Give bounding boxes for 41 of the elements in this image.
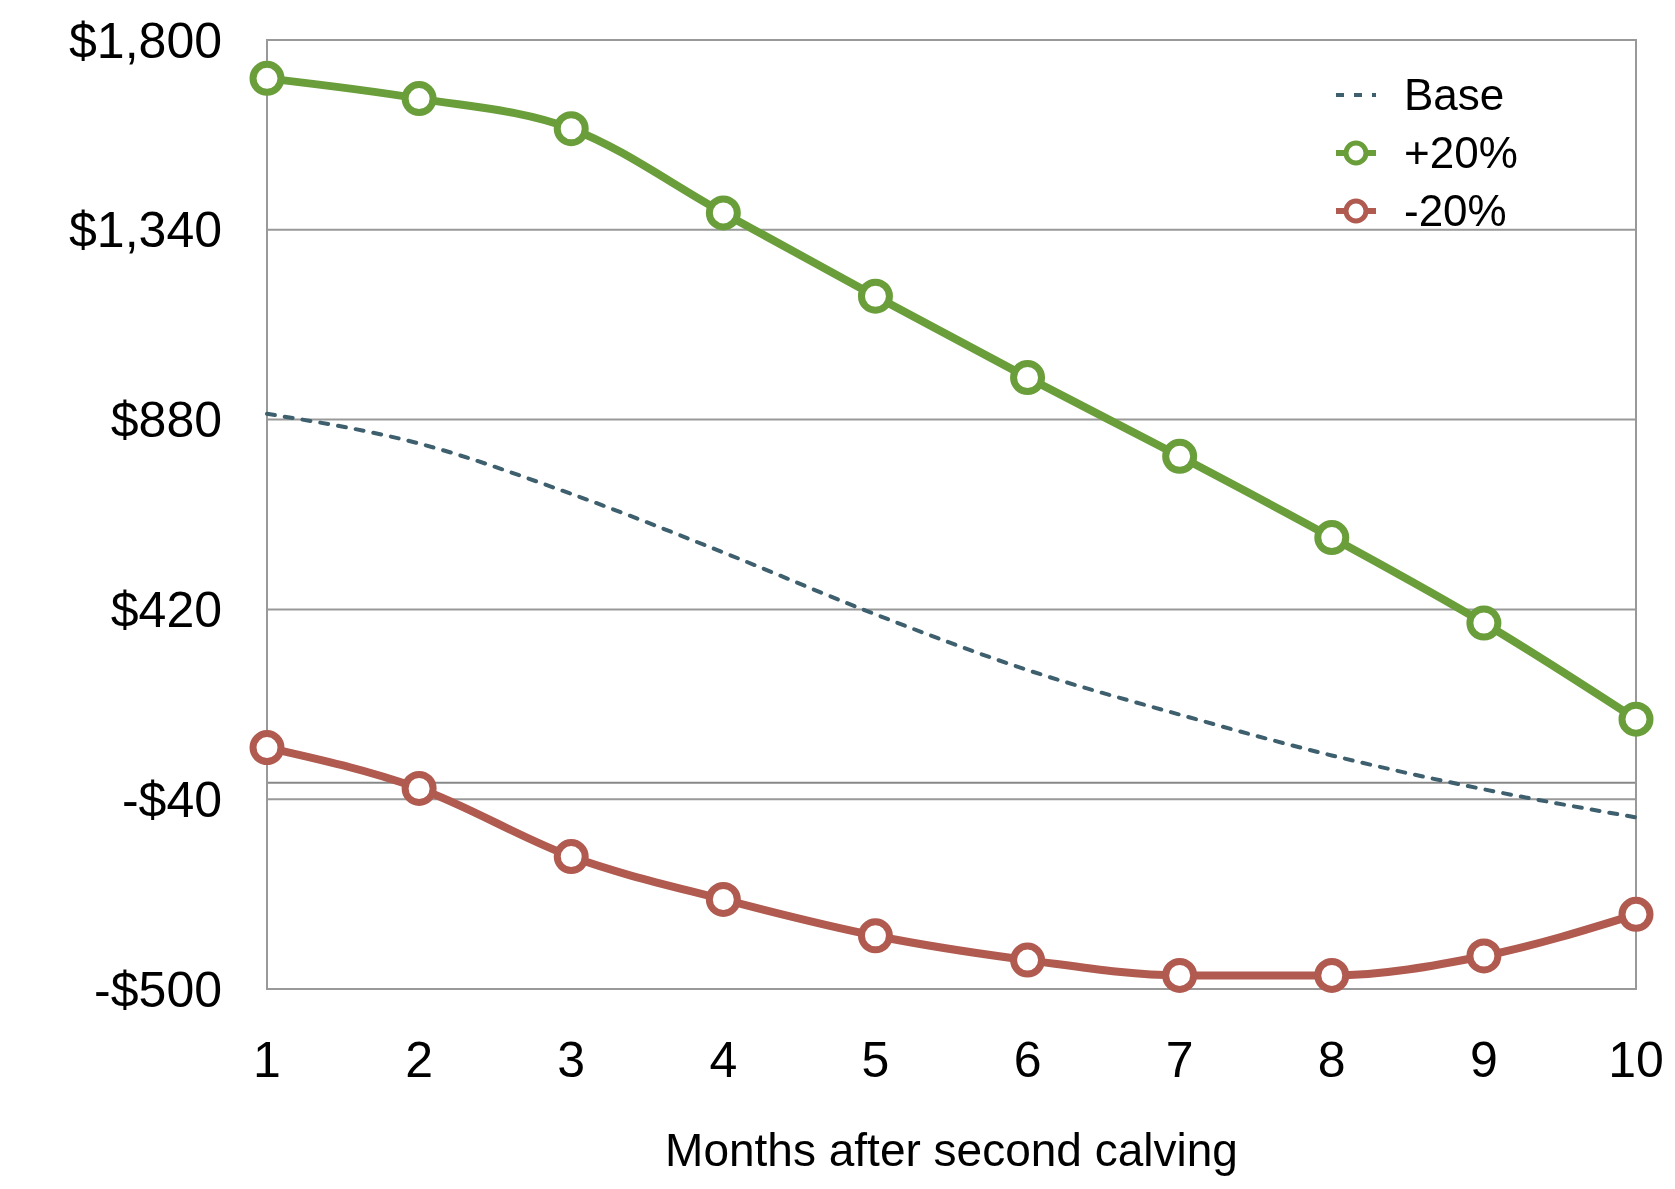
legend-label: -20% [1404,186,1507,236]
x-tick-label: 7 [1165,1032,1194,1088]
point [1314,520,1350,556]
point [1466,605,1502,641]
point [1162,957,1198,993]
legend-label: Base [1404,70,1505,120]
x-axis-title: Months after second calving [665,1124,1238,1176]
x-tick-label: 2 [405,1032,434,1088]
point [705,881,741,917]
point [705,195,741,231]
point [1010,942,1046,978]
line-series [265,411,1638,820]
y-tick-label: -$40 [121,771,222,828]
y-tick-label: $420 [110,581,222,638]
x-tick-label: 9 [1469,1032,1498,1088]
point [1314,957,1350,993]
point [1618,896,1654,932]
point [553,839,589,875]
point [553,111,589,147]
point [1618,701,1654,737]
point [249,60,285,96]
y-tick-label: $1,800 [69,12,222,69]
point [1466,938,1502,974]
x-tick-label: 1 [253,1032,281,1088]
point [857,278,893,314]
point [857,918,893,954]
point [401,770,437,806]
x-tick-label: 10 [1608,1032,1664,1088]
x-tick-label: 3 [557,1032,586,1088]
y-tick-label: -$500 [94,961,222,1018]
point [1162,438,1198,474]
legend-label: +20% [1404,128,1518,178]
x-tick-label: 6 [1013,1032,1042,1088]
x-tick-label: 4 [709,1032,738,1088]
y-tick-label: $880 [110,392,222,449]
x-tick-label: 5 [861,1032,890,1088]
point [1010,360,1046,396]
y-tick-label: $1,340 [69,202,222,259]
x-tick-label: 8 [1317,1032,1346,1088]
point [401,81,437,117]
point [249,730,285,766]
